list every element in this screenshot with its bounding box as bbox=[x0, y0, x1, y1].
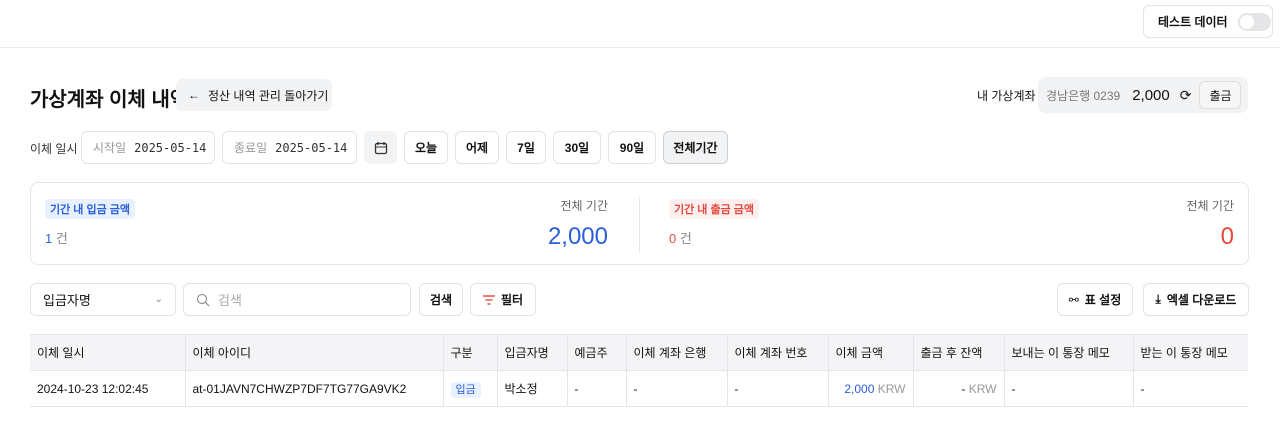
excel-download-button[interactable]: ⤓ 엑셀 다운로드 bbox=[1143, 283, 1249, 316]
filter-button[interactable]: 필터 bbox=[470, 283, 536, 316]
search-input[interactable]: 검색 bbox=[183, 283, 411, 316]
deposit-badge: 기간 내 입금 금액 bbox=[45, 199, 136, 219]
preset-7d[interactable]: 7일 bbox=[506, 131, 546, 164]
preset-90d[interactable]: 90일 bbox=[608, 131, 656, 164]
table-row[interactable]: 2024-10-23 12:02:45 at-01JAVN7CHWZP7DF7T… bbox=[30, 370, 1248, 407]
calendar-button[interactable] bbox=[364, 131, 397, 164]
table-settings-label: 표 설정 bbox=[1084, 293, 1122, 307]
page-title: 가상계좌 이체 내역 bbox=[30, 89, 189, 111]
cell-id: at-01JAVN7CHWZP7DF7TG77GA9VK2 bbox=[185, 370, 444, 407]
cell-amount: 2,000 KRW bbox=[828, 370, 914, 407]
cell-receiver-memo: - bbox=[1133, 370, 1248, 407]
filter-label: 필터 bbox=[500, 293, 524, 307]
search-field-value: 입금자명 bbox=[43, 293, 91, 308]
date-filter-label: 이체 일시 bbox=[30, 142, 78, 156]
col-header[interactable]: 입금자명 bbox=[497, 334, 568, 371]
transfer-table: 이체 일시 이체 아이디 구분 입금자명 예금주 이체 계좌 은행 이체 계좌 … bbox=[30, 334, 1248, 407]
preset-30d[interactable]: 30일 bbox=[553, 131, 601, 164]
summary-card: 기간 내 입금 금액 1 건 전체 기간 2,000 기간 내 출금 금액 0 … bbox=[30, 182, 1249, 265]
start-date-placeholder: 시작일 bbox=[93, 141, 127, 155]
withdrawal-period: 전체 기간 bbox=[1186, 199, 1235, 213]
calendar-icon bbox=[374, 141, 387, 154]
balance-currency: KRW bbox=[968, 381, 997, 396]
start-date-value: 2025-05-14 bbox=[134, 140, 207, 155]
preset-yesterday[interactable]: 어제 bbox=[455, 131, 499, 164]
deposit-amount: 2,000 bbox=[547, 223, 608, 250]
deposit-count-unit: 건 bbox=[55, 231, 68, 246]
col-header[interactable]: 출금 후 잔액 bbox=[913, 334, 1005, 371]
toggle-switch[interactable] bbox=[1237, 12, 1271, 31]
settings-sliders-icon: ⚯ bbox=[1068, 292, 1079, 307]
cell-balance-after: - KRW bbox=[913, 370, 1005, 407]
excel-download-label: 엑셀 다운로드 bbox=[1166, 293, 1237, 307]
amount-currency: KRW bbox=[877, 381, 906, 396]
search-icon bbox=[196, 293, 210, 306]
filter-icon bbox=[482, 294, 495, 305]
col-header[interactable]: 이체 금액 bbox=[828, 334, 914, 371]
cell-type: 입금 bbox=[443, 370, 498, 407]
back-button[interactable]: ← 정산 내역 관리 돌아가기 bbox=[176, 79, 332, 111]
cell-depositor: 박소정 bbox=[497, 370, 568, 407]
withdraw-button[interactable]: 출금 bbox=[1199, 81, 1242, 109]
col-header[interactable]: 보내는 이 통장 메모 bbox=[1004, 334, 1134, 371]
cell-sender-memo: - bbox=[1004, 370, 1134, 407]
type-badge: 입금 bbox=[450, 381, 481, 398]
deposit-count-value: 1 bbox=[45, 231, 53, 246]
amount-value: 2,000 bbox=[844, 381, 875, 396]
end-date-value: 2025-05-14 bbox=[275, 140, 348, 155]
arrow-left-icon: ← bbox=[188, 88, 200, 102]
search-placeholder: 검색 bbox=[218, 293, 242, 308]
test-data-toggle[interactable]: 테스트 데이터 bbox=[1143, 5, 1273, 38]
withdrawal-badge: 기간 내 출금 금액 bbox=[669, 199, 760, 219]
withdrawal-amount: 0 bbox=[1220, 223, 1234, 250]
col-header[interactable]: 받는 이 통장 메모 bbox=[1133, 334, 1248, 371]
col-header[interactable]: 이체 일시 bbox=[30, 334, 186, 371]
download-icon: ⤓ bbox=[1155, 292, 1161, 306]
table-header-row: 이체 일시 이체 아이디 구분 입금자명 예금주 이체 계좌 은행 이체 계좌 … bbox=[30, 334, 1248, 371]
cell-holder: - bbox=[567, 370, 627, 407]
top-bar bbox=[0, 0, 1280, 48]
col-header[interactable]: 이체 계좌 은행 bbox=[626, 334, 728, 371]
account-bank: 경남은행 0239 bbox=[1046, 88, 1121, 103]
start-date-input[interactable]: 시작일 2025-05-14 bbox=[81, 131, 215, 164]
chevron-down-icon: ⌄ bbox=[154, 294, 163, 305]
test-data-label: 테스트 데이터 bbox=[1158, 15, 1228, 29]
end-date-input[interactable]: 종료일 2025-05-14 bbox=[222, 131, 357, 164]
cell-bank: - bbox=[626, 370, 728, 407]
withdrawal-count-value: 0 bbox=[669, 231, 677, 246]
end-date-placeholder: 종료일 bbox=[234, 141, 268, 155]
account-label: 내 가상계좌 bbox=[977, 89, 1036, 103]
balance-value: - bbox=[961, 381, 966, 396]
col-header[interactable]: 이체 아이디 bbox=[185, 334, 444, 371]
col-header[interactable]: 예금주 bbox=[567, 334, 627, 371]
preset-all[interactable]: 전체기간 bbox=[663, 131, 728, 164]
deposit-count: 1 건 bbox=[45, 228, 68, 247]
withdrawal-count-unit: 건 bbox=[679, 231, 692, 246]
search-field-select[interactable]: 입금자명 ⌄ bbox=[30, 283, 176, 316]
preset-today[interactable]: 오늘 bbox=[404, 131, 448, 164]
search-button[interactable]: 검색 bbox=[419, 283, 463, 316]
account-box: 경남은행 0239 2,000 ⟳ 출금 bbox=[1038, 77, 1248, 113]
cell-datetime: 2024-10-23 12:02:45 bbox=[30, 370, 186, 407]
refresh-icon[interactable]: ⟳ bbox=[1179, 86, 1192, 103]
account-balance: 2,000 bbox=[1132, 86, 1170, 104]
table-settings-button[interactable]: ⚯ 표 설정 bbox=[1057, 283, 1133, 316]
col-header[interactable]: 구분 bbox=[443, 334, 498, 371]
withdrawal-count: 0 건 bbox=[669, 228, 692, 247]
deposit-period: 전체 기간 bbox=[560, 199, 609, 213]
back-label: 정산 내역 관리 돌아가기 bbox=[208, 88, 329, 103]
cell-account-no: - bbox=[727, 370, 829, 407]
col-header[interactable]: 이체 계좌 번호 bbox=[727, 334, 829, 371]
divider bbox=[639, 197, 640, 253]
